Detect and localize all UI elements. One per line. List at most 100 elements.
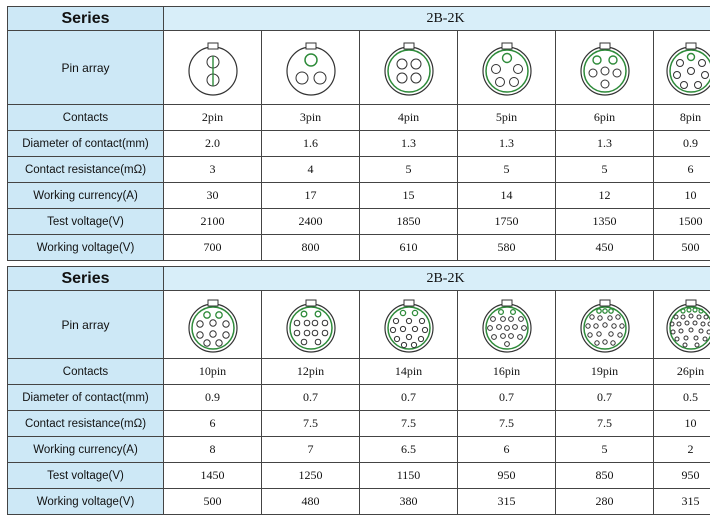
pin-diagram-14pin bbox=[359, 290, 458, 359]
connector-14pin-icon bbox=[383, 299, 434, 353]
resistance-cell: 7.5 bbox=[457, 410, 556, 437]
resistance-cell: 5 bbox=[359, 156, 458, 183]
working-voltage-cell: 315 bbox=[652, 488, 710, 515]
working-voltage-cell: 450 bbox=[555, 234, 654, 261]
working-voltage-cell: 280 bbox=[555, 488, 654, 515]
current-cell: 5 bbox=[555, 436, 654, 463]
resistance-cell: 3 bbox=[163, 156, 262, 183]
working-voltage-cell: 500 bbox=[163, 488, 262, 515]
diameter-cell: 1.6 bbox=[261, 130, 360, 157]
pin-diagram-26pin bbox=[652, 290, 710, 359]
working-voltage-label: Working voltage(V) bbox=[7, 488, 164, 515]
pin-array-label: Pin array bbox=[7, 30, 164, 105]
test-voltage-label: Test voltage(V) bbox=[7, 462, 164, 489]
contacts-cell: 3pin bbox=[261, 104, 360, 131]
contacts-cell: 14pin bbox=[359, 358, 458, 385]
test-voltage-cell: 2400 bbox=[261, 208, 360, 235]
current-cell: 12 bbox=[555, 182, 654, 209]
current-cell: 7 bbox=[261, 436, 360, 463]
pin-diagram-12pin bbox=[261, 290, 360, 359]
pin-diagram-19pin bbox=[555, 290, 654, 359]
working-voltage-cell: 480 bbox=[261, 488, 360, 515]
resistance-label: Contact resistance(mΩ) bbox=[7, 410, 164, 437]
test-voltage-cell: 2100 bbox=[163, 208, 262, 235]
current-label: Working currency(A) bbox=[7, 436, 164, 463]
resistance-cell: 6 bbox=[163, 410, 262, 437]
current-cell: 10 bbox=[652, 182, 710, 209]
test-voltage-cell: 1150 bbox=[359, 462, 458, 489]
working-voltage-cell: 500 bbox=[652, 234, 710, 261]
contacts-label: Contacts bbox=[7, 358, 164, 385]
contacts-cell: 10pin bbox=[163, 358, 262, 385]
contacts-cell: 12pin bbox=[261, 358, 360, 385]
test-voltage-cell: 1450 bbox=[163, 462, 262, 489]
spec-table-2: Series 2B-2K Pin array Contacts 10pin 12… bbox=[7, 266, 710, 515]
pin-diagram-10pin bbox=[163, 290, 262, 359]
pin-diagram-16pin bbox=[457, 290, 556, 359]
diameter-cell: 0.7 bbox=[555, 384, 654, 411]
resistance-cell: 7.5 bbox=[555, 410, 654, 437]
current-cell: 2 bbox=[652, 436, 710, 463]
current-cell: 30 bbox=[163, 182, 262, 209]
contacts-label: Contacts bbox=[7, 104, 164, 131]
resistance-cell: 4 bbox=[261, 156, 360, 183]
diameter-cell: 1.3 bbox=[555, 130, 654, 157]
series-value: 2B-2K bbox=[162, 266, 710, 291]
connector-10pin-icon bbox=[187, 299, 238, 353]
test-voltage-cell: 950 bbox=[652, 462, 710, 489]
connector-16pin-icon bbox=[481, 299, 532, 353]
spec-table-1: Series 2B-2K Pin array Contacts 2pin 3pi… bbox=[7, 6, 710, 261]
contacts-cell: 4pin bbox=[359, 104, 458, 131]
test-voltage-cell: 1500 bbox=[652, 208, 710, 235]
current-cell: 17 bbox=[261, 182, 360, 209]
diameter-cell: 0.5 bbox=[652, 384, 710, 411]
connector-19pin-icon bbox=[579, 299, 630, 353]
working-voltage-cell: 315 bbox=[457, 488, 556, 515]
pin-diagram-4pin bbox=[359, 30, 458, 105]
contacts-cell: 5pin bbox=[457, 104, 556, 131]
current-cell: 6 bbox=[457, 436, 556, 463]
pin-diagram-5pin bbox=[457, 30, 556, 105]
contacts-cell: 8pin bbox=[652, 104, 710, 131]
connector-3pin-icon bbox=[285, 42, 336, 96]
diameter-cell: 1.3 bbox=[457, 130, 556, 157]
pin-diagram-8pin bbox=[652, 30, 710, 105]
working-voltage-cell: 380 bbox=[359, 488, 458, 515]
diameter-cell: 0.7 bbox=[457, 384, 556, 411]
current-label: Working currency(A) bbox=[7, 182, 164, 209]
connector-5pin-icon bbox=[481, 42, 532, 96]
test-voltage-cell: 850 bbox=[555, 462, 654, 489]
diameter-cell: 0.9 bbox=[652, 130, 710, 157]
working-voltage-cell: 610 bbox=[359, 234, 458, 261]
pin-diagram-3pin bbox=[261, 30, 360, 105]
connector-2pin-icon bbox=[187, 42, 238, 96]
working-voltage-cell: 700 bbox=[163, 234, 262, 261]
diameter-cell: 0.7 bbox=[261, 384, 360, 411]
contacts-cell: 2pin bbox=[163, 104, 262, 131]
test-voltage-cell: 1250 bbox=[261, 462, 360, 489]
connector-4pin-icon bbox=[383, 42, 434, 96]
diameter-cell: 0.7 bbox=[359, 384, 458, 411]
diameter-cell: 1.3 bbox=[359, 130, 458, 157]
current-cell: 8 bbox=[163, 436, 262, 463]
resistance-cell: 6 bbox=[652, 156, 710, 183]
contacts-cell: 6pin bbox=[555, 104, 654, 131]
diameter-cell: 2.0 bbox=[163, 130, 262, 157]
contacts-cell: 19pin bbox=[555, 358, 654, 385]
pin-array-label: Pin array bbox=[7, 290, 164, 359]
working-voltage-cell: 800 bbox=[261, 234, 360, 261]
test-voltage-cell: 1350 bbox=[555, 208, 654, 235]
pin-diagram-2pin bbox=[163, 30, 262, 105]
resistance-cell: 7.5 bbox=[261, 410, 360, 437]
connector-6pin-icon bbox=[579, 42, 630, 96]
working-voltage-cell: 580 bbox=[457, 234, 556, 261]
pin-diagram-6pin bbox=[555, 30, 654, 105]
test-voltage-cell: 950 bbox=[457, 462, 556, 489]
resistance-cell: 5 bbox=[457, 156, 556, 183]
resistance-cell: 5 bbox=[555, 156, 654, 183]
resistance-cell: 7.5 bbox=[359, 410, 458, 437]
test-voltage-cell: 1850 bbox=[359, 208, 458, 235]
series-label: Series bbox=[7, 6, 164, 31]
working-voltage-label: Working voltage(V) bbox=[7, 234, 164, 261]
resistance-cell: 10 bbox=[652, 410, 710, 437]
